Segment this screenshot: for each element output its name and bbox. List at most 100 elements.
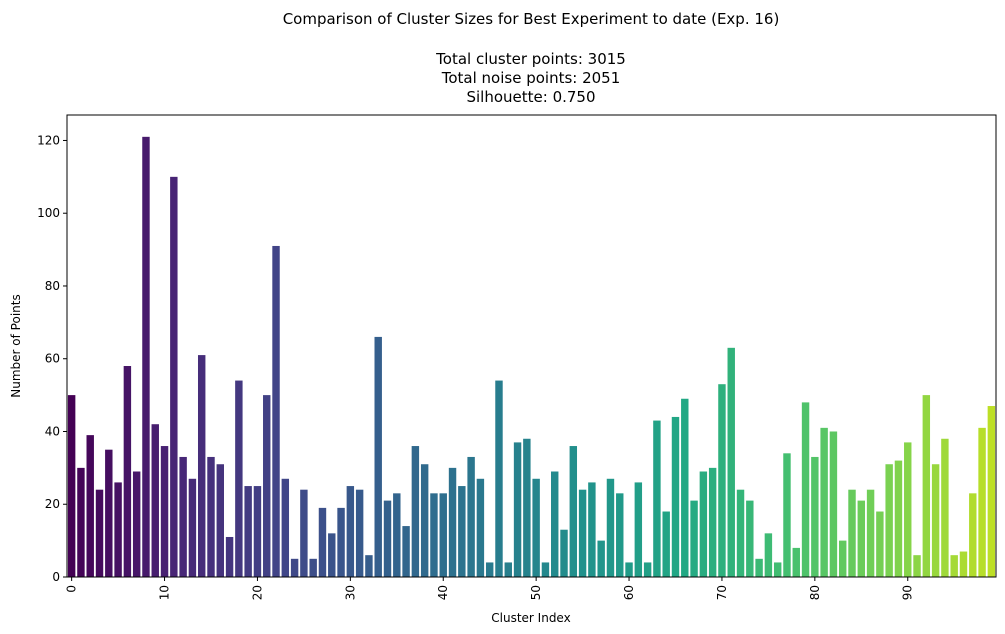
y-tick-label-100: 100 <box>37 206 60 220</box>
bar-cluster-73 <box>746 500 754 577</box>
bar-cluster-56 <box>588 482 596 577</box>
bar-cluster-80 <box>811 456 819 577</box>
bars-group <box>67 136 996 577</box>
bar-cluster-11 <box>170 176 178 577</box>
bar-cluster-13 <box>188 478 197 577</box>
chart-subtitle-noise-points: Total noise points: 2051 <box>441 69 621 87</box>
bar-cluster-16 <box>216 464 224 577</box>
x-tick-label-20: 20 <box>250 585 264 600</box>
bar-cluster-34 <box>383 500 392 577</box>
x-tick-label-10: 10 <box>158 585 172 600</box>
bar-cluster-39 <box>430 493 438 577</box>
bar-cluster-50 <box>532 478 540 577</box>
bar-cluster-67 <box>690 500 698 577</box>
chart-title-line-1: Comparison of Cluster Sizes for Best Exp… <box>283 10 780 28</box>
bar-cluster-89 <box>894 460 903 577</box>
bar-cluster-64 <box>662 511 670 577</box>
x-axis-ticks: 0 10 20 30 40 50 60 70 80 90 <box>65 577 915 600</box>
bar-cluster-91 <box>913 555 921 577</box>
bar-cluster-28 <box>328 533 336 577</box>
bar-cluster-77 <box>783 453 791 577</box>
bar-cluster-92 <box>922 395 931 577</box>
bar-cluster-43 <box>467 456 475 577</box>
bar-cluster-55 <box>578 489 587 577</box>
bar-cluster-85 <box>857 500 866 577</box>
bar-cluster-93 <box>931 464 940 577</box>
x-tick-label-50: 50 <box>529 585 543 600</box>
bar-cluster-46 <box>495 380 503 577</box>
bar-cluster-1 <box>77 467 85 577</box>
bar-cluster-98 <box>978 427 986 577</box>
bar-cluster-65 <box>671 416 680 577</box>
x-tick-label-80: 80 <box>808 585 822 600</box>
bar-cluster-9 <box>151 424 159 577</box>
bar-cluster-99 <box>987 406 996 577</box>
bar-cluster-32 <box>365 555 373 577</box>
bar-cluster-35 <box>393 493 401 577</box>
bar-cluster-10 <box>160 446 169 577</box>
bar-cluster-2 <box>86 435 94 577</box>
bar-cluster-7 <box>132 471 141 577</box>
x-tick-label-90: 90 <box>901 585 915 600</box>
bar-cluster-61 <box>634 482 643 577</box>
bar-cluster-53 <box>560 529 568 577</box>
bar-cluster-22 <box>272 245 280 577</box>
bar-cluster-68 <box>699 471 708 577</box>
bar-cluster-12 <box>179 456 187 577</box>
bar-cluster-21 <box>263 395 271 577</box>
bar-cluster-44 <box>476 478 485 577</box>
x-tick-label-30: 30 <box>343 585 357 600</box>
bar-cluster-4 <box>105 449 113 577</box>
y-axis-ticks: 0 20 40 60 80 100 120 <box>37 133 67 584</box>
bar-cluster-54 <box>569 446 578 577</box>
bar-cluster-58 <box>606 478 615 577</box>
bar-cluster-97 <box>969 493 977 577</box>
bar-cluster-33 <box>374 336 382 577</box>
bar-cluster-96 <box>959 551 968 577</box>
bar-cluster-76 <box>773 562 782 577</box>
bar-cluster-71 <box>727 347 735 577</box>
bar-cluster-82 <box>829 431 838 577</box>
bar-cluster-70 <box>718 384 726 577</box>
bar-cluster-18 <box>235 380 243 577</box>
bar-cluster-87 <box>876 511 884 577</box>
bar-cluster-6 <box>123 366 132 577</box>
bar-cluster-81 <box>820 427 828 577</box>
y-tick-label-0: 0 <box>52 570 60 584</box>
bar-cluster-60 <box>625 562 633 577</box>
bar-cluster-51 <box>541 562 550 577</box>
bar-cluster-48 <box>513 442 522 577</box>
bar-cluster-57 <box>597 540 605 577</box>
y-tick-label-80: 80 <box>45 279 60 293</box>
bar-cluster-75 <box>764 533 773 577</box>
bar-cluster-95 <box>950 555 958 577</box>
bar-cluster-84 <box>848 489 856 577</box>
bar-cluster-40 <box>439 493 447 577</box>
chart-subtitle-silhouette: Silhouette: 0.750 <box>466 88 595 106</box>
bar-cluster-69 <box>708 467 717 577</box>
y-tick-label-60: 60 <box>45 352 60 366</box>
x-tick-label-70: 70 <box>715 585 729 600</box>
bar-cluster-27 <box>318 507 327 577</box>
x-tick-label-0: 0 <box>65 585 79 593</box>
bar-cluster-63 <box>653 420 661 577</box>
bar-cluster-74 <box>755 558 763 577</box>
bar-cluster-66 <box>681 398 689 577</box>
y-tick-label-40: 40 <box>45 424 60 438</box>
bar-cluster-17 <box>225 536 234 577</box>
bar-cluster-79 <box>801 402 810 577</box>
x-tick-label-40: 40 <box>436 585 450 600</box>
bar-cluster-25 <box>300 489 308 577</box>
bar-cluster-19 <box>244 486 252 577</box>
bar-cluster-8 <box>142 136 150 577</box>
bar-cluster-29 <box>337 507 345 577</box>
bar-cluster-42 <box>458 486 466 577</box>
bar-cluster-62 <box>643 562 652 577</box>
y-tick-label-20: 20 <box>45 497 60 511</box>
bar-cluster-14 <box>197 355 206 577</box>
bar-cluster-78 <box>792 547 800 577</box>
bar-cluster-26 <box>309 558 317 577</box>
bar-cluster-24 <box>290 558 299 577</box>
bar-cluster-30 <box>346 486 355 577</box>
